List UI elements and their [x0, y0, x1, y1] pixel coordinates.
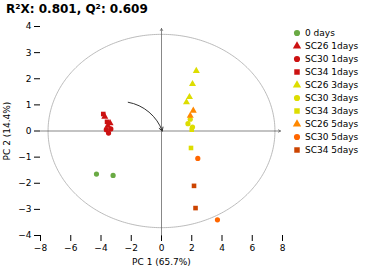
html-text:R²X: 0.801, Q²: 0.609: R²X: 0.801, Q²: 0.609	[6, 2, 148, 16]
html-text:SC26 3days: SC26 3days	[305, 79, 359, 90]
html-text:SC34 1days: SC34 1days	[305, 66, 359, 77]
svg-text:−3: −3	[18, 204, 31, 214]
svg-text:3: 3	[26, 48, 32, 58]
svg-text:−2: −2	[18, 178, 31, 188]
html-text:SC34 5days: SC34 5days	[305, 144, 359, 155]
html-text:0 days: 0 days	[305, 27, 335, 38]
svg-text:−2: −2	[125, 243, 138, 253]
svg-text:0: 0	[26, 126, 32, 136]
svg-text:8: 8	[280, 243, 286, 253]
svg-text:1: 1	[26, 100, 32, 110]
svg-text:2: 2	[26, 74, 32, 84]
svg-text:4: 4	[26, 21, 32, 31]
svg-text:PC 1 (65.7%): PC 1 (65.7%)	[132, 257, 191, 267]
svg-text:−4: −4	[18, 230, 32, 240]
svg-text:−6: −6	[64, 243, 78, 253]
svg-text:PC 2 (14.4%): PC 2 (14.4%)	[2, 102, 12, 161]
html-text:SC26 1days: SC26 1days	[305, 40, 359, 51]
svg-text:2: 2	[189, 243, 195, 253]
html-text:SC34 3days: SC34 3days	[305, 105, 359, 116]
svg-text:−4: −4	[94, 243, 108, 253]
svg-text:−8: −8	[34, 243, 48, 253]
html-text:SC30 5days: SC30 5days	[305, 131, 359, 142]
html-text:SC26 5days: SC26 5days	[305, 118, 359, 129]
svg-text:6: 6	[249, 243, 255, 253]
svg-text:−1: −1	[18, 152, 31, 162]
svg-text:4: 4	[219, 243, 225, 253]
html-text:SC30 1days: SC30 1days	[305, 53, 359, 64]
html-text:SC30 3days: SC30 3days	[305, 92, 359, 103]
svg-text:0: 0	[159, 243, 165, 253]
